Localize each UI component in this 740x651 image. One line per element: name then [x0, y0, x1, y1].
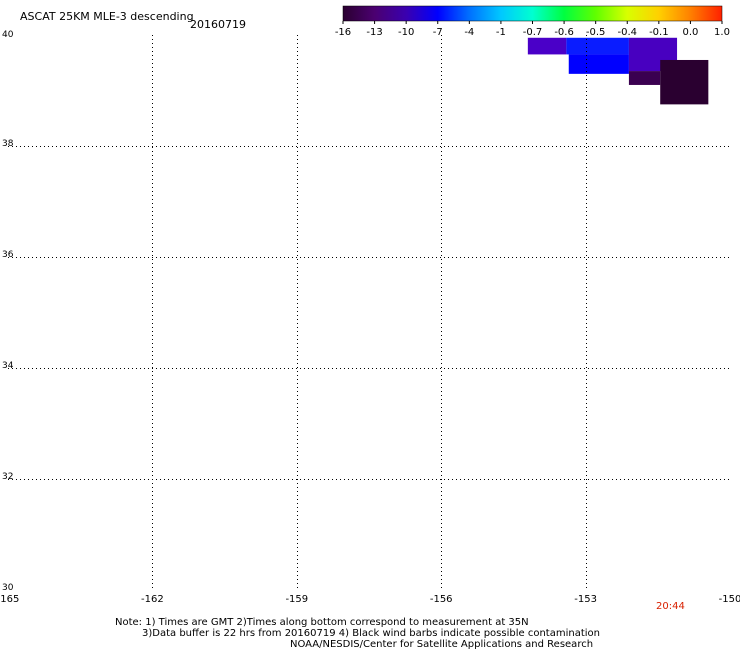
colorbar-gradient [342, 5, 723, 22]
colorbar-label: -16 [335, 27, 351, 38]
colorbar-label: -0.5 [586, 27, 606, 38]
note-line-1: Note: 1) Times are GMT 2)Times along bot… [115, 617, 529, 628]
y-tick-label: 38 [2, 139, 14, 149]
data-cell-4 [628, 71, 661, 85]
y-tick-label: 30 [2, 583, 14, 593]
x-tick-label: -156 [430, 594, 453, 605]
colorbar-label: -1 [496, 27, 506, 38]
colorbar-label: -4 [464, 27, 474, 38]
x-tick-label: -162 [141, 594, 164, 605]
y-tick-label: 36 [2, 250, 14, 260]
colorbar-label: -0.1 [649, 27, 669, 38]
grid-lines [8, 35, 730, 590]
y-tick-label: 32 [2, 472, 13, 482]
note-line-2: 3)Data buffer is 22 hrs from 20160719 4)… [142, 628, 600, 639]
chart-title: ASCAT 25KM MLE-3 descending [20, 10, 194, 23]
x-tick-label: -153 [574, 594, 597, 605]
x-tick-label: -165 [0, 594, 19, 605]
colorbar-label: -10 [398, 27, 414, 38]
colorbar-label: 1.0 [714, 27, 730, 38]
colorbar-label: -0.4 [617, 27, 637, 38]
colorbar-label: -0.6 [554, 27, 574, 38]
tick-labels: -165 -162 -159 -156 -153 -150 30 32 34 36 38 40 [0, 30, 740, 605]
data-cell-1 [566, 37, 629, 55]
x-tick-label: -159 [285, 594, 308, 605]
note-line-3: NOAA/NESDIS/Center for Satellite Applica… [290, 639, 594, 650]
chart-date: 20160719 [190, 18, 246, 31]
colorbar-label: -13 [366, 27, 382, 38]
timestamp: 20:44 [656, 601, 685, 612]
data-cells [527, 37, 709, 105]
data-cell-5 [660, 59, 709, 105]
colorbar-label: -7 [433, 27, 443, 38]
y-tick-label: 34 [2, 361, 14, 371]
colorbar-label: -0.7 [523, 27, 543, 38]
colorbar: -16 -13 -10 -7 -4 -1 -0.7 -0.6 -0.5 -0.4 -0.1 0.0 1.… [335, 5, 730, 38]
data-cell-0 [527, 37, 567, 55]
x-tick-label: -150 [719, 594, 740, 605]
colorbar-label: 0.0 [682, 27, 698, 38]
y-tick-label: 40 [2, 30, 14, 40]
data-cell-2 [568, 54, 629, 74]
